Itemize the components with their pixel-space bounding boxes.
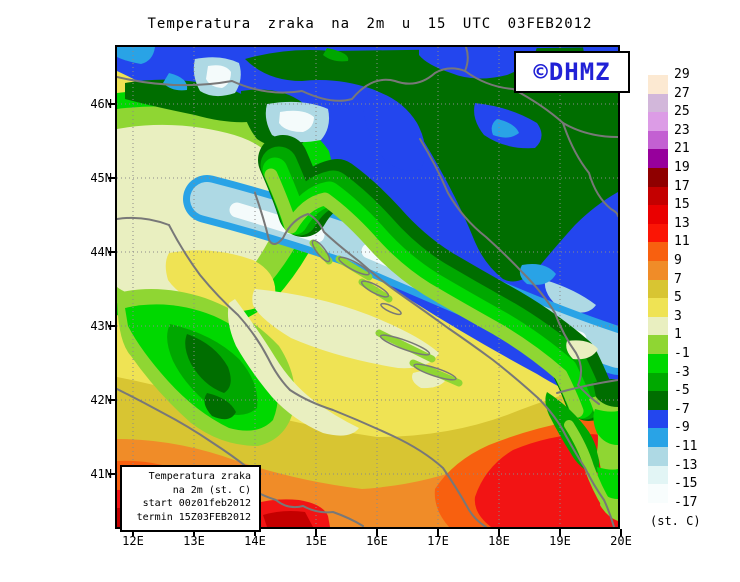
lat-tick-mark xyxy=(108,473,115,475)
lat-axis-label: 43N xyxy=(90,319,112,333)
lat-axis-label: 42N xyxy=(90,393,112,407)
colorbar-tick-label: -5 xyxy=(674,383,690,399)
colorbar-units-label: (st. C) xyxy=(650,514,701,528)
lon-axis-label: 20E xyxy=(610,534,632,548)
colorbar-tick-label: -3 xyxy=(674,364,690,380)
dhmz-logo-text: ©DHMZ xyxy=(533,58,611,86)
lat-axis-label: 45N xyxy=(90,171,112,185)
southeast-regions xyxy=(545,340,618,521)
colorbar-swatch xyxy=(648,75,668,95)
colorbar-swatch xyxy=(648,335,668,355)
colorbar-swatch xyxy=(648,484,668,504)
lon-axis-label: 12E xyxy=(122,534,144,548)
lon-axis-label: 15E xyxy=(305,534,327,548)
colorbar-tick-label: 3 xyxy=(674,308,682,324)
run-info-line: Temperatura zraka xyxy=(148,471,251,482)
colorbar-tick-label: 5 xyxy=(674,290,682,306)
lat-tick-mark xyxy=(108,399,115,401)
colorbar-tick-label: 7 xyxy=(674,271,682,287)
colorbar-tick-label: -9 xyxy=(674,420,690,436)
lat-axis-label: 44N xyxy=(90,245,112,259)
coastlines-borders xyxy=(117,47,618,527)
colorbar-swatch xyxy=(648,149,668,169)
colorbar-tick-label: 25 xyxy=(674,104,690,120)
colorbar-swatch xyxy=(648,223,668,243)
colorbar-tick-label: 15 xyxy=(674,197,690,213)
colorbar-tick-label: 29 xyxy=(674,67,690,82)
run-info-line: termin 15Z03FEB2012 xyxy=(136,511,251,523)
dhmz-watermark-box: ©DHMZ xyxy=(514,51,630,93)
colorbar-swatch xyxy=(648,428,668,448)
colorbar-swatch xyxy=(648,242,668,262)
colorbar-swatch xyxy=(648,261,668,281)
lat-tick-mark xyxy=(108,251,115,253)
colorbar-swatch xyxy=(648,112,668,132)
colorbar-tick-label: -7 xyxy=(674,401,690,417)
colorbar-swatch xyxy=(648,409,668,429)
run-info-line: na 2m (st. C) xyxy=(172,484,251,496)
lon-tick-mark xyxy=(620,529,622,536)
colorbar-swatch xyxy=(648,372,668,392)
lon-axis-label: 17E xyxy=(427,534,449,548)
colorbar-swatch xyxy=(648,205,668,225)
colorbar-tick-label: -13 xyxy=(674,457,698,473)
colorbar-tick-label: 9 xyxy=(674,253,682,268)
colorbar-tick-label: 23 xyxy=(674,122,690,138)
lon-tick-mark xyxy=(376,529,378,536)
colorbar-tick-label: -15 xyxy=(674,476,698,492)
page-title: Temperatura zraka na 2m u 15 UTC 03FEB20… xyxy=(147,16,593,32)
apennines-regions xyxy=(117,289,359,446)
temperature-map xyxy=(117,47,618,527)
colorbar-tick-label: 11 xyxy=(674,234,690,250)
colorbar-swatch xyxy=(648,279,668,299)
colorbar-tick-label: 13 xyxy=(674,215,690,231)
colorbar-swatch xyxy=(648,447,668,467)
colorbar-tick-label: 21 xyxy=(674,141,690,157)
colorbar-tick-label: -1 xyxy=(674,346,690,361)
map-frame xyxy=(115,45,620,529)
lon-tick-mark xyxy=(254,529,256,536)
lon-axis-label: 18E xyxy=(488,534,510,548)
colorbar-tick-label: 27 xyxy=(674,85,690,101)
island-outlines xyxy=(311,239,457,381)
lon-tick-mark xyxy=(132,529,134,536)
lat-tick-mark xyxy=(108,103,115,105)
colorbar-swatch xyxy=(648,465,668,485)
colorbar-swatch xyxy=(648,298,668,318)
lon-axis-label: 16E xyxy=(366,534,388,548)
lat-tick-mark xyxy=(108,325,115,327)
lat-axis-label: 41N xyxy=(90,467,112,481)
graticule xyxy=(117,47,618,527)
colorbar-swatch xyxy=(648,93,668,113)
colorbar-swatch xyxy=(648,316,668,336)
lat-tick-mark xyxy=(108,177,115,179)
colorbar-tick-label: -17 xyxy=(674,494,698,510)
run-info-box: Temperatura zraka na 2m (st. C) start 00z0… xyxy=(120,465,261,532)
run-info-line: start 00z01feb2012 xyxy=(142,498,251,509)
lon-tick-mark xyxy=(498,529,500,536)
colorbar-tick-label: 1 xyxy=(674,327,682,343)
colorbar-tick-label: 19 xyxy=(674,160,690,175)
lon-tick-mark xyxy=(315,529,317,536)
lon-tick-mark xyxy=(437,529,439,536)
colorbar-tick-label: -11 xyxy=(674,439,698,454)
colorbar-swatch xyxy=(648,186,668,206)
colorbar-swatch xyxy=(648,168,668,188)
colorbar-swatch xyxy=(648,130,668,150)
lon-tick-mark xyxy=(559,529,561,536)
lon-axis-label: 13E xyxy=(183,534,205,548)
colorbar-tick-label: 17 xyxy=(674,178,690,194)
colorbar-swatch xyxy=(648,354,668,374)
lat-axis-label: 46N xyxy=(90,97,112,111)
colorbar-swatch xyxy=(648,391,668,411)
lon-tick-mark xyxy=(193,529,195,536)
lon-axis-label: 14E xyxy=(244,534,266,548)
lon-axis-label: 19E xyxy=(549,534,571,548)
